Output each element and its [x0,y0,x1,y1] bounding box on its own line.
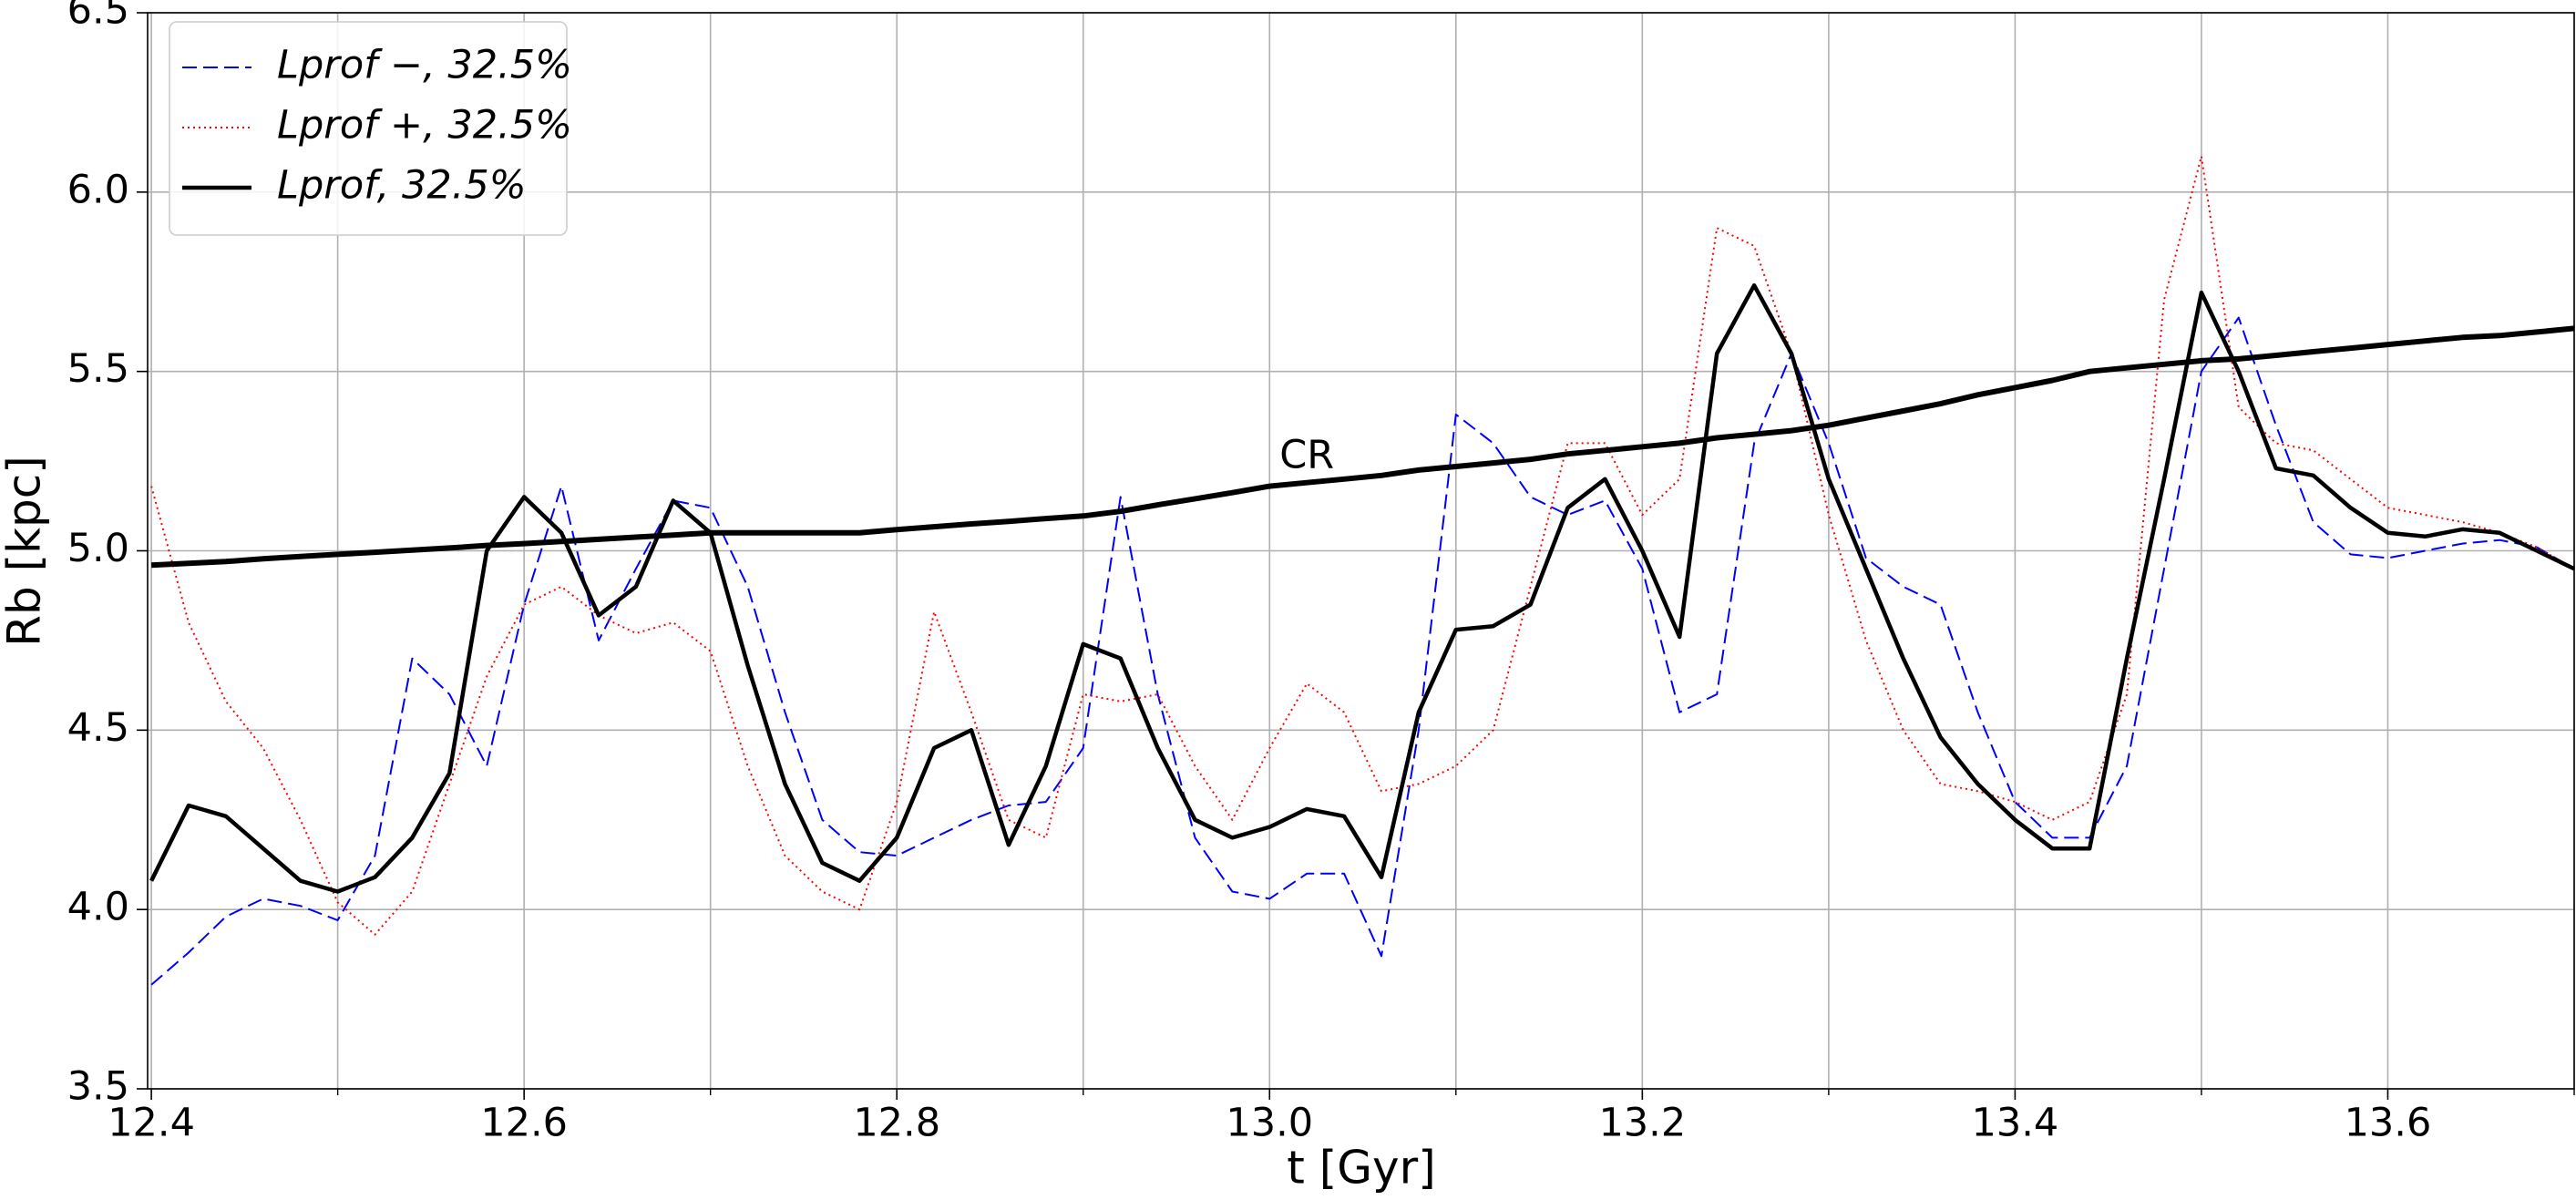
legend-label: Lprof −, 32.5% [277,43,572,88]
y-tick-label: 3.5 [67,1064,129,1110]
x-tick-label: 13.4 [1972,1101,2059,1146]
series-line [150,155,2574,936]
y-tick-label: 4.0 [67,885,129,930]
y-tick-label: 5.5 [67,346,129,392]
legend: Lprof −, 32.5% Lprof +, 32.5% Lprof, 32.5% [169,21,572,236]
y-tick-label: 6.0 [67,167,129,212]
y-axis-label: Rb [kpc] [0,456,51,647]
y-tick-label: 5.0 [67,526,129,571]
legend-box [169,21,568,236]
y-tick-label: 4.5 [67,705,129,751]
series-line [150,316,2574,986]
plot-frame [147,12,2575,1090]
x-tick-label: 12.6 [480,1101,568,1146]
x-tick-label: 13.0 [1226,1101,1313,1146]
annotation: CR [1279,433,1334,478]
x-tick-label: 12.8 [853,1101,940,1146]
series-line [149,282,2574,894]
x-tick-label: 12.4 [108,1101,195,1146]
legend-label: Lprof +, 32.5% [277,103,572,149]
y-tick-label: 6.5 [67,0,129,34]
x-tick-label: 13.6 [2345,1101,2432,1146]
x-axis-label: t [Gyr] [1287,1142,1435,1195]
x-tick-label: 13.2 [1598,1101,1686,1146]
series-line [150,325,2574,569]
legend-label: Lprof, 32.5% [277,163,527,209]
